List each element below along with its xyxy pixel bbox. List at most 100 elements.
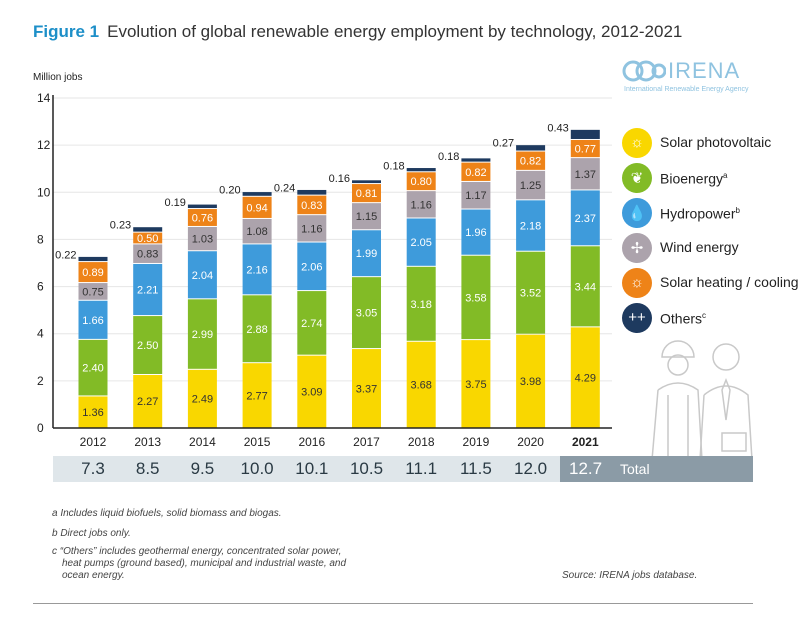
bar-segment-solar-heating-cooling-2018 <box>406 172 436 191</box>
bar-segment-wind-energy-2016 <box>297 215 327 242</box>
legend-name: Others <box>660 310 703 327</box>
footnote-a: a Includes liquid biofuels, solid biomas… <box>52 508 282 519</box>
source-note: Source: IRENA jobs database. <box>562 570 698 581</box>
wind-turbine-icon: ✢ <box>622 232 652 263</box>
logo-subtitle: International Renewable Energy Agency <box>624 86 749 93</box>
data-label: 3.98 <box>520 376 541 388</box>
bar-segment-wind-energy-2013 <box>133 244 163 263</box>
data-label: 0.75 <box>82 286 103 298</box>
logo-name: IRENA <box>668 58 741 83</box>
footnote-b: b Direct jobs only. <box>52 528 131 539</box>
data-label: 2.74 <box>301 318 322 330</box>
data-label: 0.43 <box>547 122 568 134</box>
bar-segment-others-2012 <box>78 256 108 262</box>
data-label: 2.88 <box>246 324 267 336</box>
bar-segment-solar-photovoltaic-2012 <box>78 396 108 428</box>
legend-label: Solar heating / cooling <box>660 275 799 290</box>
x-tick-label: 2020 <box>517 435 544 449</box>
y-axis-label: Million jobs <box>33 72 83 83</box>
data-label: 1.03 <box>192 234 213 246</box>
legend-name: Solar heating / cooling <box>660 274 799 290</box>
totals-label: Total <box>620 461 650 477</box>
data-label: 0.50 <box>137 233 158 245</box>
bar-segment-bioenergy-2015 <box>242 295 272 363</box>
data-label: 0.24 <box>274 182 295 194</box>
bar-segment-solar-photovoltaic-2018 <box>406 341 436 428</box>
x-tick-label: 2015 <box>244 435 271 449</box>
total-value-2014: 9.5 <box>190 459 215 478</box>
data-label: 2.05 <box>410 237 431 249</box>
bar-segment-others-2018 <box>406 168 436 172</box>
legend-label: Hydropowerb <box>660 203 740 222</box>
data-label: 2.04 <box>192 270 213 282</box>
total-value-2017: 10.5 <box>349 459 384 478</box>
footnote-c-line3: ocean energy. <box>62 570 125 581</box>
title-text: Evolution of global renewable energy emp… <box>107 22 683 41</box>
legend: ☼ Solar photovoltaic ❦ Bioenergya 💧 Hydropowe… <box>622 125 799 335</box>
bar-segment-wind-energy-2015 <box>242 218 272 244</box>
y-tick-label: 2 <box>37 374 44 388</box>
totals-highlight: 12.7 Total <box>560 456 753 482</box>
data-label: 0.20 <box>219 185 240 197</box>
data-label: 1.25 <box>520 180 541 192</box>
bar-segment-hydropower-2021 <box>570 190 600 246</box>
leaf-icon: ❦ <box>622 162 652 193</box>
bar-segment-wind-energy-2012 <box>78 283 108 300</box>
irena-logo: IRENA International Renewable Energy Age… <box>622 58 749 93</box>
data-label: 3.09 <box>301 387 322 399</box>
data-label: 0.18 <box>383 161 404 173</box>
data-label: 0.82 <box>465 167 486 179</box>
bar-segment-hydropower-2015 <box>242 244 272 295</box>
data-label: 2.50 <box>137 340 158 352</box>
bar-segment-solar-photovoltaic-2020 <box>516 334 546 428</box>
data-label: 0.27 <box>493 138 514 150</box>
legend-label: Wind energy <box>660 240 739 255</box>
bar-segment-solar-heating-cooling-2012 <box>78 262 108 283</box>
data-label: 0.19 <box>164 197 185 209</box>
data-label: 1.99 <box>356 248 377 260</box>
bar-segment-hydropower-2019 <box>461 209 491 255</box>
y-tick-label: 14 <box>37 91 51 105</box>
data-label: 1.17 <box>465 190 486 202</box>
data-label: 1.36 <box>82 407 103 419</box>
data-label: 3.05 <box>356 308 377 320</box>
bar-segment-bioenergy-2012 <box>78 339 108 396</box>
x-tick-label: 2016 <box>298 435 325 449</box>
data-label: 2.37 <box>575 213 596 225</box>
bar-segment-solar-photovoltaic-2016 <box>297 355 327 428</box>
data-label: 3.18 <box>410 299 431 311</box>
legend-name: Solar photovoltaic <box>660 134 772 150</box>
bar-segment-hydropower-2014 <box>187 251 217 299</box>
data-label: 1.16 <box>410 199 431 211</box>
bar-segment-solar-heating-cooling-2021 <box>570 139 600 158</box>
bar-segment-bioenergy-2018 <box>406 266 436 341</box>
bar-segment-bioenergy-2021 <box>570 246 600 327</box>
bar-segment-others-2021 <box>570 129 600 139</box>
total-value-2019: 11.5 <box>459 459 492 478</box>
bar-segment-wind-energy-2020 <box>516 170 546 200</box>
data-label: 0.83 <box>301 200 322 212</box>
bar-segment-solar-photovoltaic-2015 <box>242 363 272 428</box>
bar-segment-hydropower-2018 <box>406 218 436 266</box>
data-label: 1.08 <box>246 226 267 238</box>
legend-item: 💧 Hydropowerb <box>622 195 799 230</box>
legend-footnote-marker: c <box>702 311 707 321</box>
data-label: 0.82 <box>520 156 541 168</box>
y-tick-label: 0 <box>37 421 44 435</box>
data-label: 0.81 <box>356 188 377 200</box>
data-label: 0.94 <box>246 202 267 214</box>
legend-footnote-marker: a <box>723 171 728 181</box>
total-value-2021: 12.7 <box>569 459 603 478</box>
total-value-2012: 7.3 <box>81 459 105 478</box>
total-value-2020: 12.0 <box>514 459 548 478</box>
legend-item: ☼ Solar photovoltaic <box>622 125 799 160</box>
data-label: 1.96 <box>465 227 486 239</box>
bar-segment-wind-energy-2021 <box>570 158 600 190</box>
water-drop-icon: 💧 <box>622 197 652 228</box>
totals-row: 12.7 Total 7.3 8.5 9.5 10.0 10.1 10.5 11.1 11.5… <box>53 456 753 482</box>
bar-segment-bioenergy-2014 <box>187 299 217 369</box>
legend-name: Hydropower <box>660 205 736 222</box>
bar-segment-bioenergy-2016 <box>297 291 327 355</box>
bottom-rule <box>33 603 753 604</box>
bar-segment-hydropower-2016 <box>297 242 327 291</box>
